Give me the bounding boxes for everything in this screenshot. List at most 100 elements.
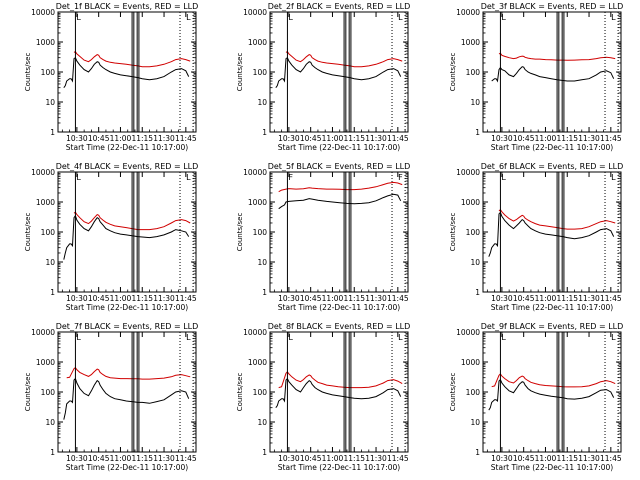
x-tick-label: 11:30 — [153, 134, 175, 143]
panel-title: Det_2f BLACK = Events, RED = LLD — [268, 2, 411, 11]
y-tick-label: 1 — [262, 288, 267, 297]
y-tick-label: 10000 — [456, 8, 480, 17]
detector-panel: Det_1f BLACK = Events, RED = LLD Counts/s… — [24, 2, 198, 152]
x-tick-label: 11:15 — [343, 134, 365, 143]
marker-letter: L — [186, 173, 191, 182]
y-tick-label: 1000 — [248, 358, 267, 367]
x-tick-label: 10:45 — [513, 134, 535, 143]
plot-frame — [269, 171, 409, 293]
x-tick-label: 11:00 — [535, 454, 557, 463]
x-tick-label: 10:45 — [300, 454, 322, 463]
y-tick-label: 100 — [466, 228, 481, 237]
x-tick-label: 10:30 — [66, 454, 88, 463]
lld-series-line — [498, 208, 616, 230]
x-tick-label: 11:45 — [600, 294, 622, 303]
x-axis-label: Start Time (22-Dec-11 10:17:00) — [491, 143, 613, 152]
panel-title: Det_1f BLACK = Events, RED = LLD — [56, 2, 199, 11]
x-tick-label: 11:15 — [343, 454, 365, 463]
x-tick-label: 11:45 — [387, 454, 409, 463]
plot-frame — [269, 11, 409, 133]
y-tick-label: 100 — [466, 68, 481, 77]
x-tick-label: 10:30 — [278, 134, 300, 143]
lld-series-line — [498, 52, 616, 61]
x-axis-label: Start Time (22-Dec-11 10:17:00) — [278, 303, 400, 312]
y-tick-label: 10 — [45, 418, 55, 427]
x-tick-label: 11:00 — [535, 294, 557, 303]
panel-title: Det_3f BLACK = Events, RED = LLD — [481, 2, 624, 11]
x-tick-label: 11:45 — [600, 454, 622, 463]
lld-series-line — [66, 366, 191, 380]
y-tick-label: 10000 — [243, 8, 267, 17]
marker-letter: L — [288, 333, 293, 342]
marker-letter: L — [398, 333, 403, 342]
y-tick-label: 1 — [50, 448, 55, 457]
x-tick-label: 11:30 — [578, 134, 600, 143]
panel-title: Det_7f BLACK = Events, RED = LLD — [56, 322, 199, 331]
y-axis-label: Counts/sec — [236, 373, 244, 412]
x-tick-label: 10:30 — [491, 454, 513, 463]
marker-letter: L — [611, 13, 616, 22]
y-tick-label: 10 — [470, 258, 480, 267]
x-tick-label: 11:30 — [578, 294, 600, 303]
y-tick-label: 10 — [45, 98, 55, 107]
lld-series-line — [278, 181, 403, 193]
detector-panel: Det_7f BLACK = Events, RED = LLD Counts/s… — [24, 322, 198, 472]
x-tick-label: 11:15 — [131, 294, 153, 303]
marker-letter: L — [501, 173, 506, 182]
marker-letter: L — [76, 13, 81, 22]
x-tick-label: 11:45 — [387, 134, 409, 143]
x-tick-label: 11:15 — [343, 294, 365, 303]
y-axis-label: Counts/sec — [24, 53, 32, 92]
x-tick-label: 11:00 — [535, 134, 557, 143]
x-tick-label: 11:15 — [556, 454, 578, 463]
y-tick-label: 10000 — [456, 168, 480, 177]
lld-series-line — [285, 50, 403, 68]
marker-letter: L — [76, 173, 81, 182]
x-tick-label: 11:30 — [365, 134, 387, 143]
y-tick-label: 1 — [262, 128, 267, 137]
marker-letter: F — [398, 173, 403, 182]
y-tick-label: 10000 — [31, 328, 55, 337]
x-tick-label: 10:45 — [513, 454, 535, 463]
x-tick-label: 11:45 — [175, 134, 197, 143]
x-tick-label: 10:30 — [66, 134, 88, 143]
x-tick-label: 11:45 — [600, 134, 622, 143]
x-tick-label: 10:30 — [66, 294, 88, 303]
marker-letter: L — [501, 333, 506, 342]
y-axis-label: Counts/sec — [236, 53, 244, 92]
x-tick-label: 11:00 — [110, 294, 132, 303]
x-tick-label: 10:45 — [88, 454, 110, 463]
y-tick-label: 100 — [41, 68, 56, 77]
y-tick-label: 100 — [253, 68, 268, 77]
y-axis-label: Counts/sec — [449, 373, 457, 412]
y-tick-label: 1000 — [248, 198, 267, 207]
plot-frame — [57, 11, 197, 133]
x-tick-label: 11:15 — [556, 134, 578, 143]
x-tick-label: 11:15 — [131, 134, 153, 143]
marker-letter: L — [611, 333, 616, 342]
marker-letter: L — [611, 173, 616, 182]
y-tick-label: 10 — [257, 418, 267, 427]
plot-frame — [269, 331, 409, 453]
y-axis-label: Counts/sec — [449, 53, 457, 92]
x-axis-label: Start Time (22-Dec-11 10:17:00) — [66, 463, 188, 472]
y-tick-label: 1 — [50, 128, 55, 137]
x-axis-label: Start Time (22-Dec-11 10:17:00) — [278, 143, 400, 152]
marker-letter: L — [288, 13, 293, 22]
detector-panel: Det_5f BLACK = Events, RED = LLD Counts/s… — [236, 162, 410, 312]
y-tick-label: 10000 — [31, 8, 55, 17]
y-tick-label: 1000 — [461, 38, 480, 47]
events-series-line — [488, 378, 615, 411]
x-tick-label: 11:30 — [365, 294, 387, 303]
x-tick-label: 10:30 — [491, 134, 513, 143]
detector-panel: Det_9f BLACK = Events, RED = LLD Counts/s… — [449, 322, 623, 472]
x-tick-label: 10:45 — [300, 294, 322, 303]
x-tick-label: 10:30 — [278, 454, 300, 463]
y-tick-label: 10 — [470, 98, 480, 107]
x-tick-label: 11:45 — [175, 454, 197, 463]
y-tick-label: 10000 — [31, 168, 55, 177]
x-tick-label: 11:30 — [153, 294, 175, 303]
lld-series-line — [73, 50, 191, 68]
y-tick-label: 10 — [45, 258, 55, 267]
